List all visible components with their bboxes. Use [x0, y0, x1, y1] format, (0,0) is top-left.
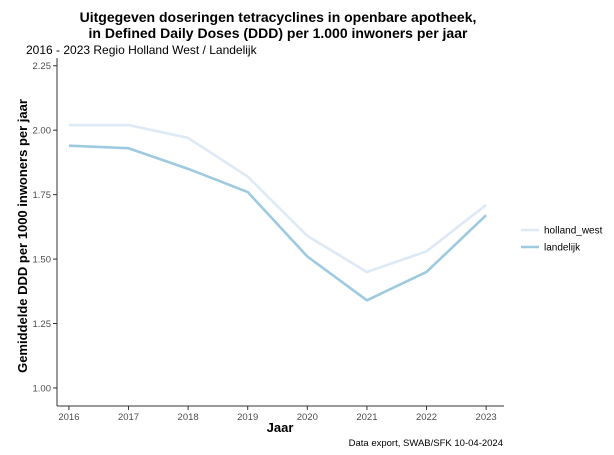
x-axis-ticks: 2016 2017 2018 2019 2020 2021 2022 2023: [58, 406, 497, 423]
y-tick-label: 1.25: [33, 319, 52, 330]
x-axis-title: Jaar: [267, 420, 294, 435]
x-tick-label: 2016: [58, 412, 79, 423]
series-line-landelijk: [68, 144, 488, 302]
chart-title-line-2: in Defined Daily Doses (DDD) per 1.000 i…: [89, 25, 468, 41]
series-line-holland-west: [68, 123, 487, 274]
x-tick-label: 2020: [297, 412, 318, 423]
chart-title-line-1: Uitgegeven doseringen tetracyclines in o…: [80, 9, 477, 25]
y-axis-ticks: 1.00 1.25 1.50 1.75 2.00 2.25: [33, 61, 57, 394]
x-tick-label: 2021: [356, 412, 377, 423]
legend: holland_west landelijk: [521, 226, 603, 254]
x-tick-label: 2019: [237, 412, 258, 423]
x-tick-label: 2018: [178, 412, 199, 423]
y-tick-label: 1.00: [33, 383, 52, 394]
legend-label-holland-west: holland_west: [544, 226, 603, 237]
y-axis-title: Gemiddelde DDD per 1000 inwoners per jaa…: [15, 99, 30, 373]
x-tick-label: 2017: [118, 412, 139, 423]
series-lines: [68, 123, 488, 302]
chart-subtitle: 2016 - 2023 Regio Holland West / Landeli…: [26, 43, 258, 57]
y-tick-label: 2.25: [33, 61, 52, 72]
y-tick-label: 1.75: [33, 190, 52, 201]
legend-label-landelijk: landelijk: [544, 243, 581, 254]
chart-caption: Data export, SWAB/SFK 10-04-2024: [349, 438, 503, 449]
y-tick-label: 2.00: [33, 126, 52, 137]
x-tick-label: 2023: [476, 412, 497, 423]
x-tick-label: 2022: [416, 412, 437, 423]
y-tick-label: 1.50: [33, 255, 52, 266]
